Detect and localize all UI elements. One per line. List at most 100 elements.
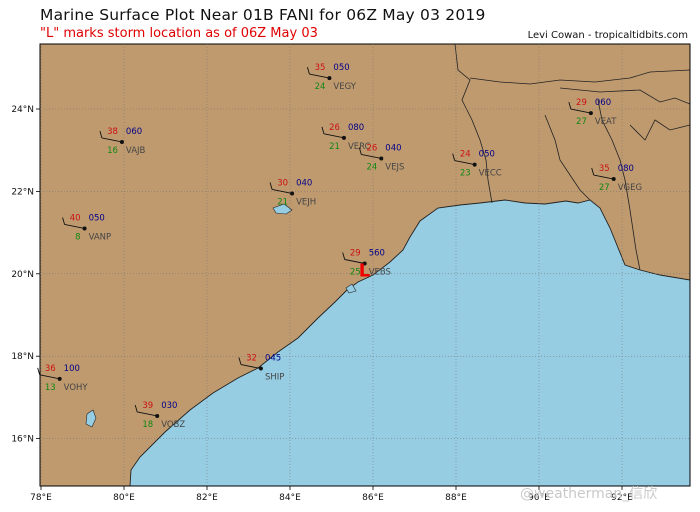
- wind-barb-feather: [591, 167, 595, 176]
- x-tick-label: 84°E: [279, 493, 301, 503]
- wind-barb-icon: [593, 174, 614, 180]
- wind-barb-feather: [568, 101, 572, 110]
- storm-l-marker: L: [359, 261, 370, 282]
- station-pressure: 040: [296, 178, 312, 188]
- station-dewpoint: 13: [45, 383, 56, 393]
- station-dewpoint: 23: [460, 169, 471, 179]
- bay-of-bengal-sea: [130, 200, 690, 486]
- station-dot: [155, 413, 160, 418]
- station-verc: 26 080 21 VERC: [321, 123, 371, 152]
- station-dot: [611, 177, 616, 182]
- station-temperature: 30: [277, 178, 288, 188]
- station-pressure: 560: [369, 249, 385, 259]
- station-vobz: 39 030 18 VOBZ: [134, 401, 185, 430]
- station-dot: [588, 111, 593, 116]
- station-id: VANP: [89, 232, 112, 242]
- station-dewpoint: 16: [107, 146, 118, 156]
- storm-marker-group: L: [359, 261, 370, 282]
- station-id: VOHY: [64, 383, 89, 393]
- station-temperature: 29: [576, 98, 587, 108]
- station-dewpoint: 27: [576, 117, 587, 127]
- chart-subtitle: "L" marks storm location as of 06Z May 0…: [40, 26, 318, 41]
- country-borders: [454, 44, 690, 271]
- station-ship: 32 045 SHIP: [238, 354, 284, 383]
- station-vanp: 40 050 8 VANP: [62, 213, 112, 242]
- station-temperature: 32: [246, 354, 257, 364]
- wind-barb-feather: [269, 182, 273, 190]
- chart-title: Marine Surface Plot Near 01B FANI for 06…: [40, 6, 486, 24]
- station-temperature: 29: [350, 249, 361, 259]
- station-temperature: 24: [460, 150, 471, 160]
- station-dewpoint: 8: [75, 232, 80, 242]
- station-dewpoint: 27: [599, 183, 610, 193]
- station-pressure: 040: [385, 143, 401, 153]
- x-tick-label: 78°E: [30, 493, 52, 503]
- wind-barb-icon: [454, 160, 475, 166]
- y-tick-label: 22°N: [11, 187, 34, 197]
- station-temperature: 40: [70, 213, 81, 223]
- station-temperature: 26: [329, 123, 340, 133]
- station-dewpoint: 21: [329, 142, 340, 152]
- coastline: [129, 199, 690, 486]
- x-tick-label: 92°E: [611, 493, 633, 503]
- station-temperature: 38: [107, 127, 118, 137]
- station-pressure: 045: [265, 354, 281, 364]
- station-vohy: 36 100 13 VOHY: [37, 364, 89, 393]
- wind-barb-feather: [99, 130, 103, 139]
- station-vejh: 30 040 21 VEJH: [269, 178, 316, 207]
- station-id: SHIP: [265, 373, 284, 383]
- station-id: VECC: [479, 169, 502, 179]
- gridlines: [40, 44, 690, 486]
- station-dot: [327, 76, 332, 81]
- y-tick-label: 16°N: [11, 435, 34, 445]
- station-dot: [57, 376, 62, 381]
- station-temperature: 35: [315, 63, 326, 73]
- station-dot: [258, 366, 263, 371]
- x-tick-label: 90°E: [528, 493, 550, 503]
- station-pressure: 060: [595, 98, 611, 108]
- station-dewpoint: 18: [142, 420, 153, 430]
- station-id: VEBS: [369, 268, 391, 278]
- wind-barb-feather: [306, 66, 310, 75]
- station-pressure: 060: [126, 127, 142, 137]
- station-dot: [472, 162, 477, 167]
- station-id: VGEG: [618, 183, 642, 193]
- station-pressure: 050: [479, 150, 495, 160]
- station-pressure: 050: [333, 63, 349, 73]
- station-dot: [362, 261, 367, 266]
- station-vgeg: 35 080 27 VGEG: [591, 164, 642, 193]
- station-temperature: 26: [366, 143, 377, 153]
- station-id: VAJB: [126, 146, 146, 156]
- station-dewpoint: 24: [315, 82, 326, 92]
- y-tick-label: 20°N: [11, 270, 34, 280]
- station-pressure: 100: [64, 364, 80, 374]
- station-vajb: 38 060 16 VAJB: [99, 127, 146, 156]
- station-pressure: 080: [348, 123, 364, 133]
- station-pressure: 050: [89, 213, 105, 223]
- x-tick-label: 80°E: [113, 493, 135, 503]
- station-dot: [341, 135, 346, 140]
- wind-barb-icon: [361, 153, 382, 159]
- station-temperature: 35: [599, 164, 610, 174]
- station-vejs: 26 040 24 VEJS: [358, 143, 404, 172]
- wind-barb-feather: [452, 153, 456, 161]
- wind-barb-icon: [240, 364, 262, 370]
- wind-barb-icon: [344, 259, 365, 264]
- wind-barb-icon: [570, 108, 591, 114]
- wind-barb-feather: [321, 126, 325, 134]
- station-id: VEJS: [385, 162, 404, 172]
- station-vebs: 29 560 25 VEBS: [342, 249, 391, 278]
- wind-barb-feather: [358, 147, 362, 155]
- wind-barb-feather: [37, 367, 41, 375]
- station-pressure: 030: [161, 401, 177, 411]
- wind-barb-feather: [342, 252, 346, 260]
- station-dot: [290, 191, 295, 196]
- station-dot: [82, 226, 87, 231]
- station-vegy: 35 050 24 VEGY: [306, 63, 357, 92]
- station-id: VEJH: [296, 197, 316, 207]
- station-dewpoint: 21: [277, 197, 288, 207]
- x-tick-label: 82°E: [196, 493, 218, 503]
- axis-ticks: 78°E 80°E 82°E 84°E 86°E 88°E 90°E 92°E 24°N 22°N…: [11, 105, 633, 503]
